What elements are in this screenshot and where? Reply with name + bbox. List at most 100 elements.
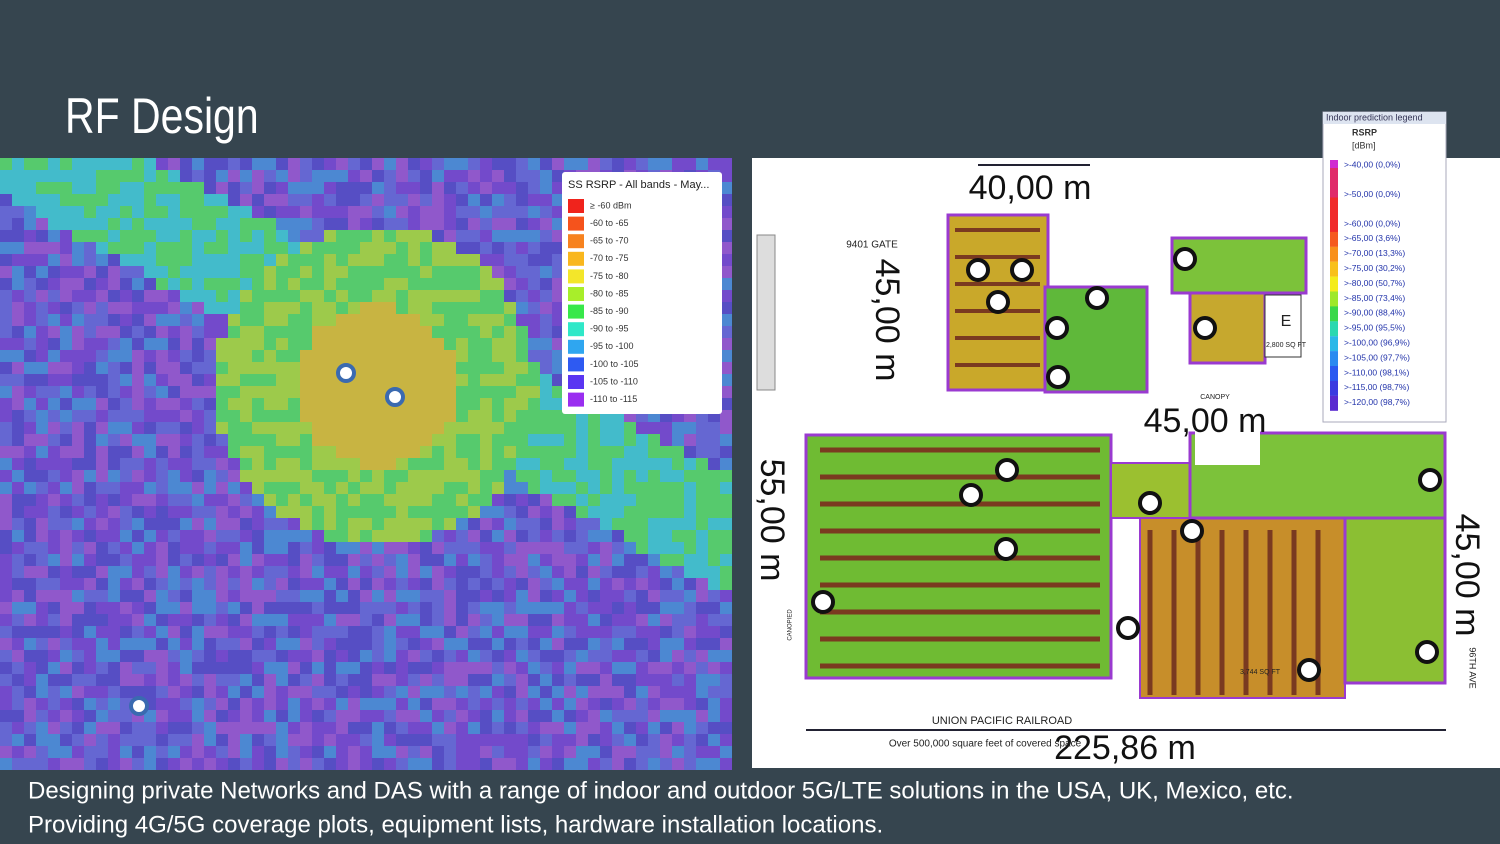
map-cell xyxy=(12,662,24,674)
map-cell xyxy=(144,434,156,446)
map-cell xyxy=(240,530,252,542)
map-cell xyxy=(180,206,192,218)
map-cell xyxy=(372,494,384,506)
map-cell xyxy=(444,194,456,206)
map-cell xyxy=(336,722,348,734)
map-cell xyxy=(276,218,288,230)
outdoor-legend: SS RSRP - All bands - May...≥ -60 dBm-60… xyxy=(562,172,722,414)
map-cell xyxy=(240,494,252,506)
map-cell xyxy=(468,290,480,302)
map-cell xyxy=(348,554,360,566)
map-cell xyxy=(120,506,132,518)
map-cell xyxy=(348,602,360,614)
map-cell xyxy=(396,218,408,230)
map-cell xyxy=(192,746,204,758)
map-cell xyxy=(72,434,84,446)
map-cell xyxy=(480,434,492,446)
map-cell xyxy=(684,458,696,470)
map-cell xyxy=(444,458,456,470)
map-cell xyxy=(300,182,312,194)
map-cell xyxy=(264,254,276,266)
map-cell xyxy=(264,602,276,614)
map-cell xyxy=(276,158,288,170)
map-cell xyxy=(444,338,456,350)
map-cell xyxy=(348,446,360,458)
legend-label: -60 to -65 xyxy=(590,218,629,228)
map-cell xyxy=(636,566,648,578)
map-cell xyxy=(228,254,240,266)
map-cell xyxy=(432,758,444,770)
map-cell xyxy=(720,530,732,542)
map-cell xyxy=(504,458,516,470)
map-cell xyxy=(192,722,204,734)
map-cell xyxy=(48,470,60,482)
map-cell xyxy=(540,182,552,194)
map-cell xyxy=(156,230,168,242)
map-cell xyxy=(192,590,204,602)
map-cell xyxy=(312,470,324,482)
map-cell xyxy=(36,302,48,314)
map-cell xyxy=(96,446,108,458)
map-cell xyxy=(192,290,204,302)
map-cell xyxy=(96,434,108,446)
map-cell xyxy=(516,422,528,434)
map-cell xyxy=(492,626,504,638)
map-cell xyxy=(564,650,576,662)
map-cell xyxy=(48,266,60,278)
map-cell xyxy=(456,446,468,458)
map-cell xyxy=(84,614,96,626)
map-cell xyxy=(312,578,324,590)
map-cell xyxy=(624,554,636,566)
map-cell xyxy=(108,206,120,218)
map-cell xyxy=(696,494,708,506)
map-cell xyxy=(240,722,252,734)
map-cell xyxy=(300,530,312,542)
map-cell xyxy=(480,398,492,410)
map-cell xyxy=(216,518,228,530)
map-cell xyxy=(240,686,252,698)
map-cell xyxy=(228,518,240,530)
map-cell xyxy=(48,290,60,302)
map-cell xyxy=(228,362,240,374)
map-cell xyxy=(60,722,72,734)
map-cell xyxy=(216,614,228,626)
map-cell xyxy=(600,494,612,506)
map-cell xyxy=(420,530,432,542)
map-cell xyxy=(144,422,156,434)
map-cell xyxy=(660,578,672,590)
map-cell xyxy=(456,614,468,626)
map-cell xyxy=(108,350,120,362)
map-cell xyxy=(300,722,312,734)
map-cell xyxy=(396,374,408,386)
map-cell xyxy=(408,650,420,662)
map-cell xyxy=(60,518,72,530)
map-cell xyxy=(36,254,48,266)
map-cell xyxy=(564,470,576,482)
map-cell xyxy=(408,374,420,386)
map-cell xyxy=(540,698,552,710)
map-cell xyxy=(252,254,264,266)
map-cell xyxy=(600,674,612,686)
map-cell xyxy=(372,410,384,422)
map-cell xyxy=(204,230,216,242)
map-cell xyxy=(432,650,444,662)
map-cell xyxy=(264,566,276,578)
map-cell xyxy=(60,374,72,386)
map-cell xyxy=(648,554,660,566)
map-cell xyxy=(516,590,528,602)
map-cell xyxy=(540,434,552,446)
map-cell xyxy=(144,590,156,602)
map-cell xyxy=(156,734,168,746)
map-cell xyxy=(528,374,540,386)
map-cell xyxy=(84,278,96,290)
map-cell xyxy=(228,194,240,206)
map-cell xyxy=(564,518,576,530)
map-cell xyxy=(528,686,540,698)
map-cell xyxy=(636,614,648,626)
map-cell xyxy=(204,494,216,506)
map-cell xyxy=(36,194,48,206)
map-cell xyxy=(672,506,684,518)
map-cell xyxy=(420,230,432,242)
map-cell xyxy=(48,194,60,206)
map-cell xyxy=(228,566,240,578)
